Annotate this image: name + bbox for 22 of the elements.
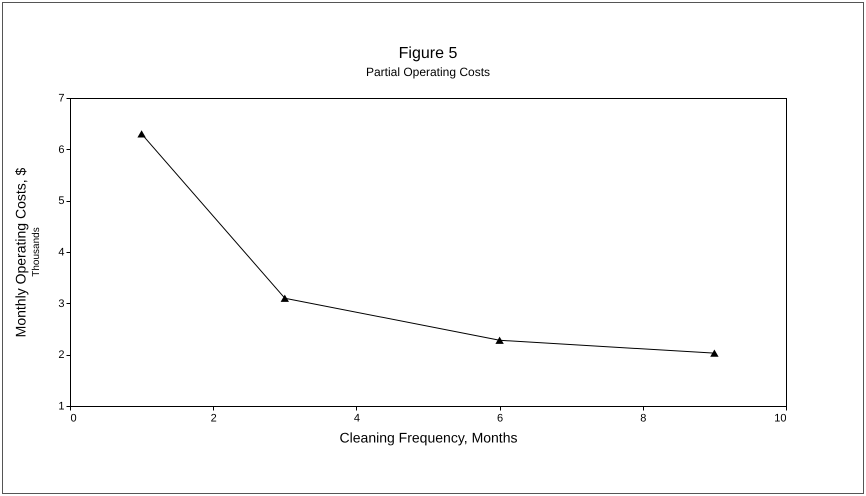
- y-axis-title: Monthly Operating Costs, $: [12, 167, 28, 338]
- chart-subtitle: Partial Operating Costs: [366, 65, 490, 79]
- y-tick-label: 3: [58, 298, 64, 310]
- y-tick-label: 4: [58, 246, 64, 258]
- y-tick-label: 5: [58, 195, 64, 208]
- y-tick-label: 2: [58, 349, 64, 362]
- text: Thousands: [31, 227, 42, 277]
- x-tick-label: 4: [354, 412, 360, 424]
- chart-title: Figure 5: [398, 45, 458, 62]
- y-tick-label: 6: [58, 144, 64, 156]
- x-tick-label: 2: [210, 412, 217, 424]
- x-axis-title: Cleaning Frequency, Months: [340, 430, 518, 446]
- y-tick-label: 1: [58, 400, 64, 412]
- point: [137, 130, 146, 138]
- point: [495, 336, 504, 344]
- x-tick-label: 0: [70, 412, 77, 424]
- point: [280, 294, 289, 302]
- y-tick-label: 7: [58, 92, 64, 104]
- x-tick-label: 10: [774, 412, 786, 424]
- x-tick-label: 8: [640, 412, 646, 424]
- point: [710, 350, 719, 357]
- x-tick-label: 6: [497, 412, 504, 424]
